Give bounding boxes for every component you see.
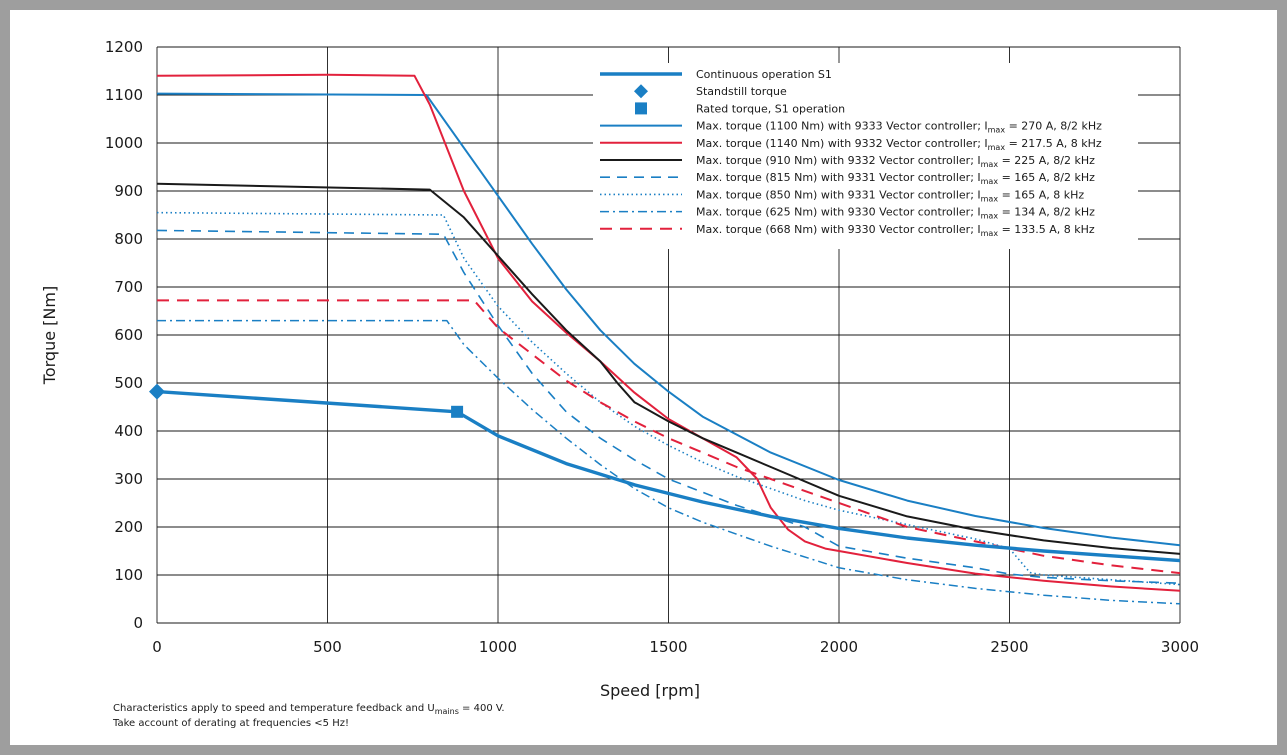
tick-labels: 0 500 1000 1500 2000 2500 3000 0 100 200 300 400 500… bbox=[105, 38, 1199, 656]
legend-label: Max. torque (850 Nm) with 9331 Vector co… bbox=[696, 188, 1084, 203]
x-tick-label: 500 bbox=[313, 638, 342, 656]
rated-torque-marker bbox=[451, 405, 464, 418]
series-line-4 bbox=[156, 182, 1181, 555]
x-axis-title: Speed [rpm] bbox=[600, 681, 700, 700]
x-tick-label: 2000 bbox=[820, 638, 858, 656]
legend-box bbox=[593, 63, 1138, 249]
legend-label: Max. torque (1140 Nm) with 9332 Vector c… bbox=[696, 137, 1102, 152]
y-tick-label: 1200 bbox=[105, 38, 143, 56]
y-tick-label: 1100 bbox=[105, 86, 143, 104]
y-tick-label: 700 bbox=[114, 278, 143, 296]
x-tick-label: 1500 bbox=[649, 638, 687, 656]
series-line-1 bbox=[156, 389, 1181, 563]
series-line-3 bbox=[156, 73, 1181, 592]
series-line-5 bbox=[156, 229, 1181, 584]
x-tick-label: 1000 bbox=[479, 638, 517, 656]
legend-label: Max. torque (668 Nm) with 9330 Vector co… bbox=[696, 223, 1095, 238]
series-line-2 bbox=[156, 92, 1181, 547]
y-tick-label: 200 bbox=[114, 518, 143, 536]
legend-label: Max. torque (910 Nm) with 9332 Vector co… bbox=[696, 154, 1095, 169]
legend-label: Max. torque (625 Nm) with 9330 Vector co… bbox=[696, 206, 1095, 221]
x-tick-label: 0 bbox=[152, 638, 162, 656]
legend-label: Standstill torque bbox=[696, 85, 787, 98]
y-tick-label: 500 bbox=[114, 374, 143, 392]
y-tick-label: 800 bbox=[114, 230, 143, 248]
y-tick-label: 0 bbox=[133, 614, 143, 632]
y-tick-label: 900 bbox=[114, 182, 143, 200]
footnote-line-1: Characteristics apply to speed and tempe… bbox=[113, 703, 505, 716]
x-tick-label: 2500 bbox=[990, 638, 1028, 656]
y-tick-label: 1000 bbox=[105, 134, 143, 152]
y-tick-label: 600 bbox=[114, 326, 143, 344]
y-tick-label: 400 bbox=[114, 422, 143, 440]
legend-label: Rated torque, S1 operation bbox=[696, 102, 845, 115]
legend: Continuous operation S1 Standstill torque… bbox=[593, 63, 1138, 249]
x-tick-label: 3000 bbox=[1161, 638, 1199, 656]
series-line-6 bbox=[156, 211, 1181, 586]
standstill-torque-marker bbox=[149, 383, 165, 400]
y-axis-title: Torque [Nm] bbox=[40, 286, 59, 385]
legend-label: Max. torque (1100 Nm) with 9333 Vector c… bbox=[696, 120, 1102, 135]
legend-diamond-swatch bbox=[634, 84, 648, 99]
y-tick-label: 100 bbox=[114, 566, 143, 584]
legend-label: Continuous operation S1 bbox=[696, 68, 832, 81]
footnote: Characteristics apply to speed and tempe… bbox=[113, 703, 505, 730]
markers bbox=[149, 383, 464, 418]
legend-square-swatch bbox=[635, 102, 647, 115]
legend-label: Max. torque (815 Nm) with 9331 Vector co… bbox=[696, 171, 1095, 186]
footnote-line-2: Take account of derating at frequencies … bbox=[113, 718, 349, 729]
series-lines bbox=[156, 73, 1181, 605]
y-tick-label: 300 bbox=[114, 470, 143, 488]
